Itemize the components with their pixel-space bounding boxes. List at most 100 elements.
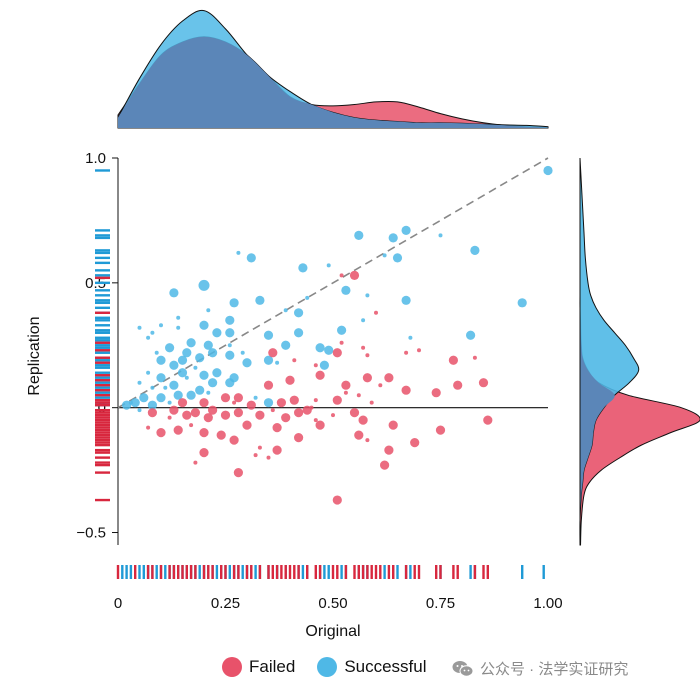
rug-y-successful (95, 381, 110, 384)
data-point-failed (448, 355, 458, 365)
data-point-failed (253, 453, 258, 458)
data-point-successful (167, 400, 172, 405)
data-point-failed (339, 340, 344, 345)
data-point-failed (233, 467, 243, 478)
data-point-successful (156, 373, 166, 383)
data-point-successful (184, 375, 189, 380)
rug-x-failed (288, 565, 292, 579)
data-point-failed (358, 415, 368, 425)
data-point-failed (255, 410, 265, 420)
data-point-successful (139, 393, 149, 403)
rug-y-failed (95, 411, 110, 414)
data-point-failed (349, 408, 360, 418)
rug-x-failed (280, 565, 283, 579)
data-point-successful (150, 385, 155, 390)
rug-y-successful (95, 339, 110, 342)
rug-x-failed (151, 565, 154, 579)
rug-x-successful (129, 565, 133, 579)
data-point-successful (146, 335, 151, 340)
rug-x-successful (254, 565, 257, 579)
rug-y-failed (95, 389, 110, 392)
data-point-failed (173, 425, 183, 435)
data-point-failed (356, 393, 361, 398)
top-density-plot (117, 9, 549, 129)
identity-reference-line (117, 157, 549, 409)
rug-y-successful (95, 331, 110, 334)
rug-x-failed (486, 565, 489, 579)
data-point-successful (225, 328, 235, 338)
rug-y-successful (95, 364, 110, 367)
data-point-failed (478, 378, 489, 388)
rug-x-failed (297, 565, 300, 579)
data-point-failed (182, 410, 192, 420)
rug-x-failed (207, 565, 210, 579)
data-point-failed (294, 408, 304, 418)
data-point-failed (354, 430, 364, 440)
rug-x-failed (177, 565, 180, 579)
rug-y-successful (95, 229, 110, 232)
rug-x-failed (258, 565, 262, 579)
data-point-failed (341, 380, 351, 390)
rug-y-successful (95, 256, 110, 260)
density-right-overlap (579, 158, 615, 545)
rug-y-successful (95, 169, 110, 172)
data-point-successful (354, 230, 364, 240)
rug-y-successful (95, 376, 110, 379)
rug-x-failed (435, 565, 438, 579)
data-point-failed (229, 435, 239, 445)
data-point-successful (236, 250, 241, 255)
rug-x-successful (542, 565, 545, 579)
data-point-failed (289, 395, 299, 405)
x-tick-label: 0.25 (211, 595, 240, 612)
data-point-failed (380, 460, 390, 470)
data-point-successful (165, 343, 175, 353)
data-point-successful (517, 298, 527, 308)
data-point-failed (246, 400, 256, 410)
rug-y-successful (95, 269, 110, 272)
data-point-failed (313, 418, 318, 423)
rug-x-successful (469, 565, 472, 579)
data-point-failed (369, 400, 374, 405)
data-point-failed (147, 408, 157, 418)
rug-y-successful (95, 386, 110, 389)
rug-x-successful (228, 565, 231, 579)
rug-y-failed (95, 349, 110, 352)
data-point-successful (150, 330, 155, 335)
data-point-successful (176, 325, 181, 330)
rug-y-failed (95, 361, 110, 364)
rug-x-failed (146, 565, 150, 579)
data-point-successful (128, 400, 133, 405)
rug-y-failed (95, 443, 110, 447)
data-point-failed (266, 455, 271, 460)
data-point-failed (404, 350, 409, 355)
data-point-failed (281, 413, 291, 423)
rug-y-failed (95, 441, 110, 444)
rug-y-failed (95, 433, 110, 437)
data-point-successful (365, 293, 370, 298)
rug-y-failed (95, 401, 110, 404)
data-point-successful (154, 350, 159, 355)
data-point-successful (263, 355, 274, 365)
data-point-successful (186, 390, 196, 400)
rug-x-failed (181, 565, 184, 579)
rug-y-failed (95, 398, 110, 402)
rug-y-failed (95, 356, 110, 359)
rug-x-failed (237, 565, 240, 579)
data-point-failed (378, 383, 383, 388)
data-point-successful (283, 308, 288, 313)
right-density-plot (579, 157, 700, 546)
rug-y-failed (95, 276, 110, 280)
rug-y-successful (95, 301, 110, 305)
data-point-failed (332, 348, 342, 358)
x-tick-label: 0.75 (426, 595, 455, 612)
data-point-successful (199, 320, 209, 330)
rug-y-failed (95, 374, 110, 377)
data-point-successful (337, 325, 347, 335)
data-point-failed (199, 398, 209, 408)
y-axis-label: Replication (26, 316, 43, 395)
data-point-failed (349, 270, 360, 280)
data-point-successful (401, 225, 411, 236)
data-point-successful (199, 370, 209, 380)
data-point-failed (156, 428, 166, 438)
rug-bottom (116, 565, 545, 579)
